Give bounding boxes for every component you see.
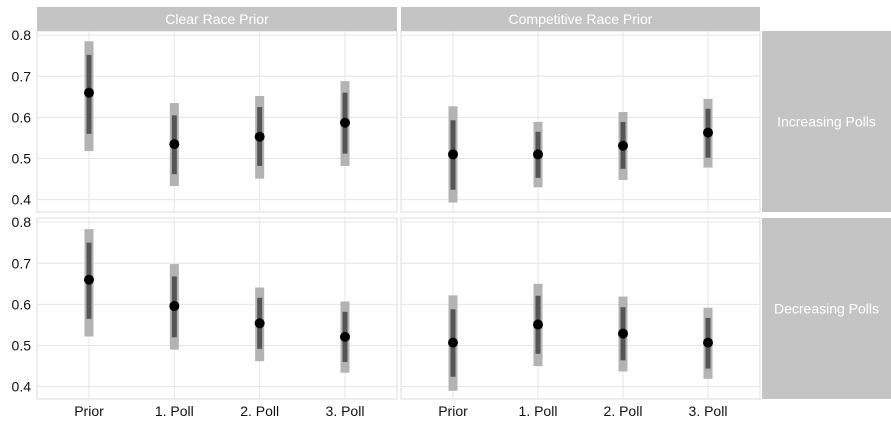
axis-labels: 0.4 0.5 0.6 0.7 0.8 0.4 0.5 0.6 0.7 0.8 Prior 1. Po… xyxy=(12,27,728,419)
median-point xyxy=(254,318,265,329)
x-tick-label: 1. Poll xyxy=(155,403,194,419)
median-point xyxy=(533,149,543,160)
y-tick-label: 0.4 xyxy=(12,192,32,208)
panel-increasing-polls-clear-race-prior xyxy=(36,30,398,213)
median-point xyxy=(340,331,350,342)
median-point xyxy=(618,328,628,339)
y-tick-label: 0.5 xyxy=(12,338,32,354)
row-strip-label: Increasing Polls xyxy=(777,114,876,130)
x-tick-label: 3. Poll xyxy=(689,403,728,419)
row-strip-bg xyxy=(762,31,891,212)
x-tick-label: Prior xyxy=(74,403,104,419)
panel-decreasing-polls-competitive-race-prior xyxy=(400,217,761,400)
y-tick-label: 0.6 xyxy=(12,296,32,312)
panel-decreasing-polls-clear-race-prior xyxy=(36,217,398,400)
strip-labels: Clear Race Prior Competitive Race Prior In… xyxy=(37,7,891,399)
y-tick-label: 0.7 xyxy=(12,68,32,84)
y-tick-label: 0.6 xyxy=(12,109,32,125)
column-strip-bg xyxy=(401,7,760,31)
median-point xyxy=(533,319,543,330)
column-strip-label: Competitive Race Prior xyxy=(509,11,653,27)
x-tick-label: Prior xyxy=(438,403,468,419)
median-point xyxy=(169,139,180,150)
panel-backgrounds xyxy=(36,30,761,400)
y-tick-label: 0.4 xyxy=(12,379,32,395)
median-point xyxy=(703,127,713,138)
column-strip-label: Clear Race Prior xyxy=(165,11,269,27)
data-marks xyxy=(84,41,713,391)
median-point xyxy=(84,87,94,98)
row-strip-label: Decreasing Polls xyxy=(774,301,879,317)
median-point xyxy=(254,131,265,142)
row-strip-bg xyxy=(762,218,891,399)
median-point xyxy=(448,337,458,348)
median-point xyxy=(169,301,180,312)
median-point xyxy=(448,149,458,160)
x-tick-label: 2. Poll xyxy=(240,403,279,419)
y-tick-label: 0.7 xyxy=(12,255,32,271)
y-tick-label: 0.5 xyxy=(12,151,32,167)
column-strip-bg xyxy=(37,7,397,31)
median-point xyxy=(703,337,713,348)
x-tick-label: 2. Poll xyxy=(604,403,643,419)
median-point xyxy=(84,274,94,285)
median-point xyxy=(340,117,350,128)
x-tick-label: 1. Poll xyxy=(519,403,558,419)
y-tick-label: 0.8 xyxy=(12,214,32,230)
panel-increasing-polls-competitive-race-prior xyxy=(400,30,761,213)
median-point xyxy=(618,140,628,151)
y-tick-label: 0.8 xyxy=(12,27,32,43)
x-tick-label: 3. Poll xyxy=(326,403,365,419)
